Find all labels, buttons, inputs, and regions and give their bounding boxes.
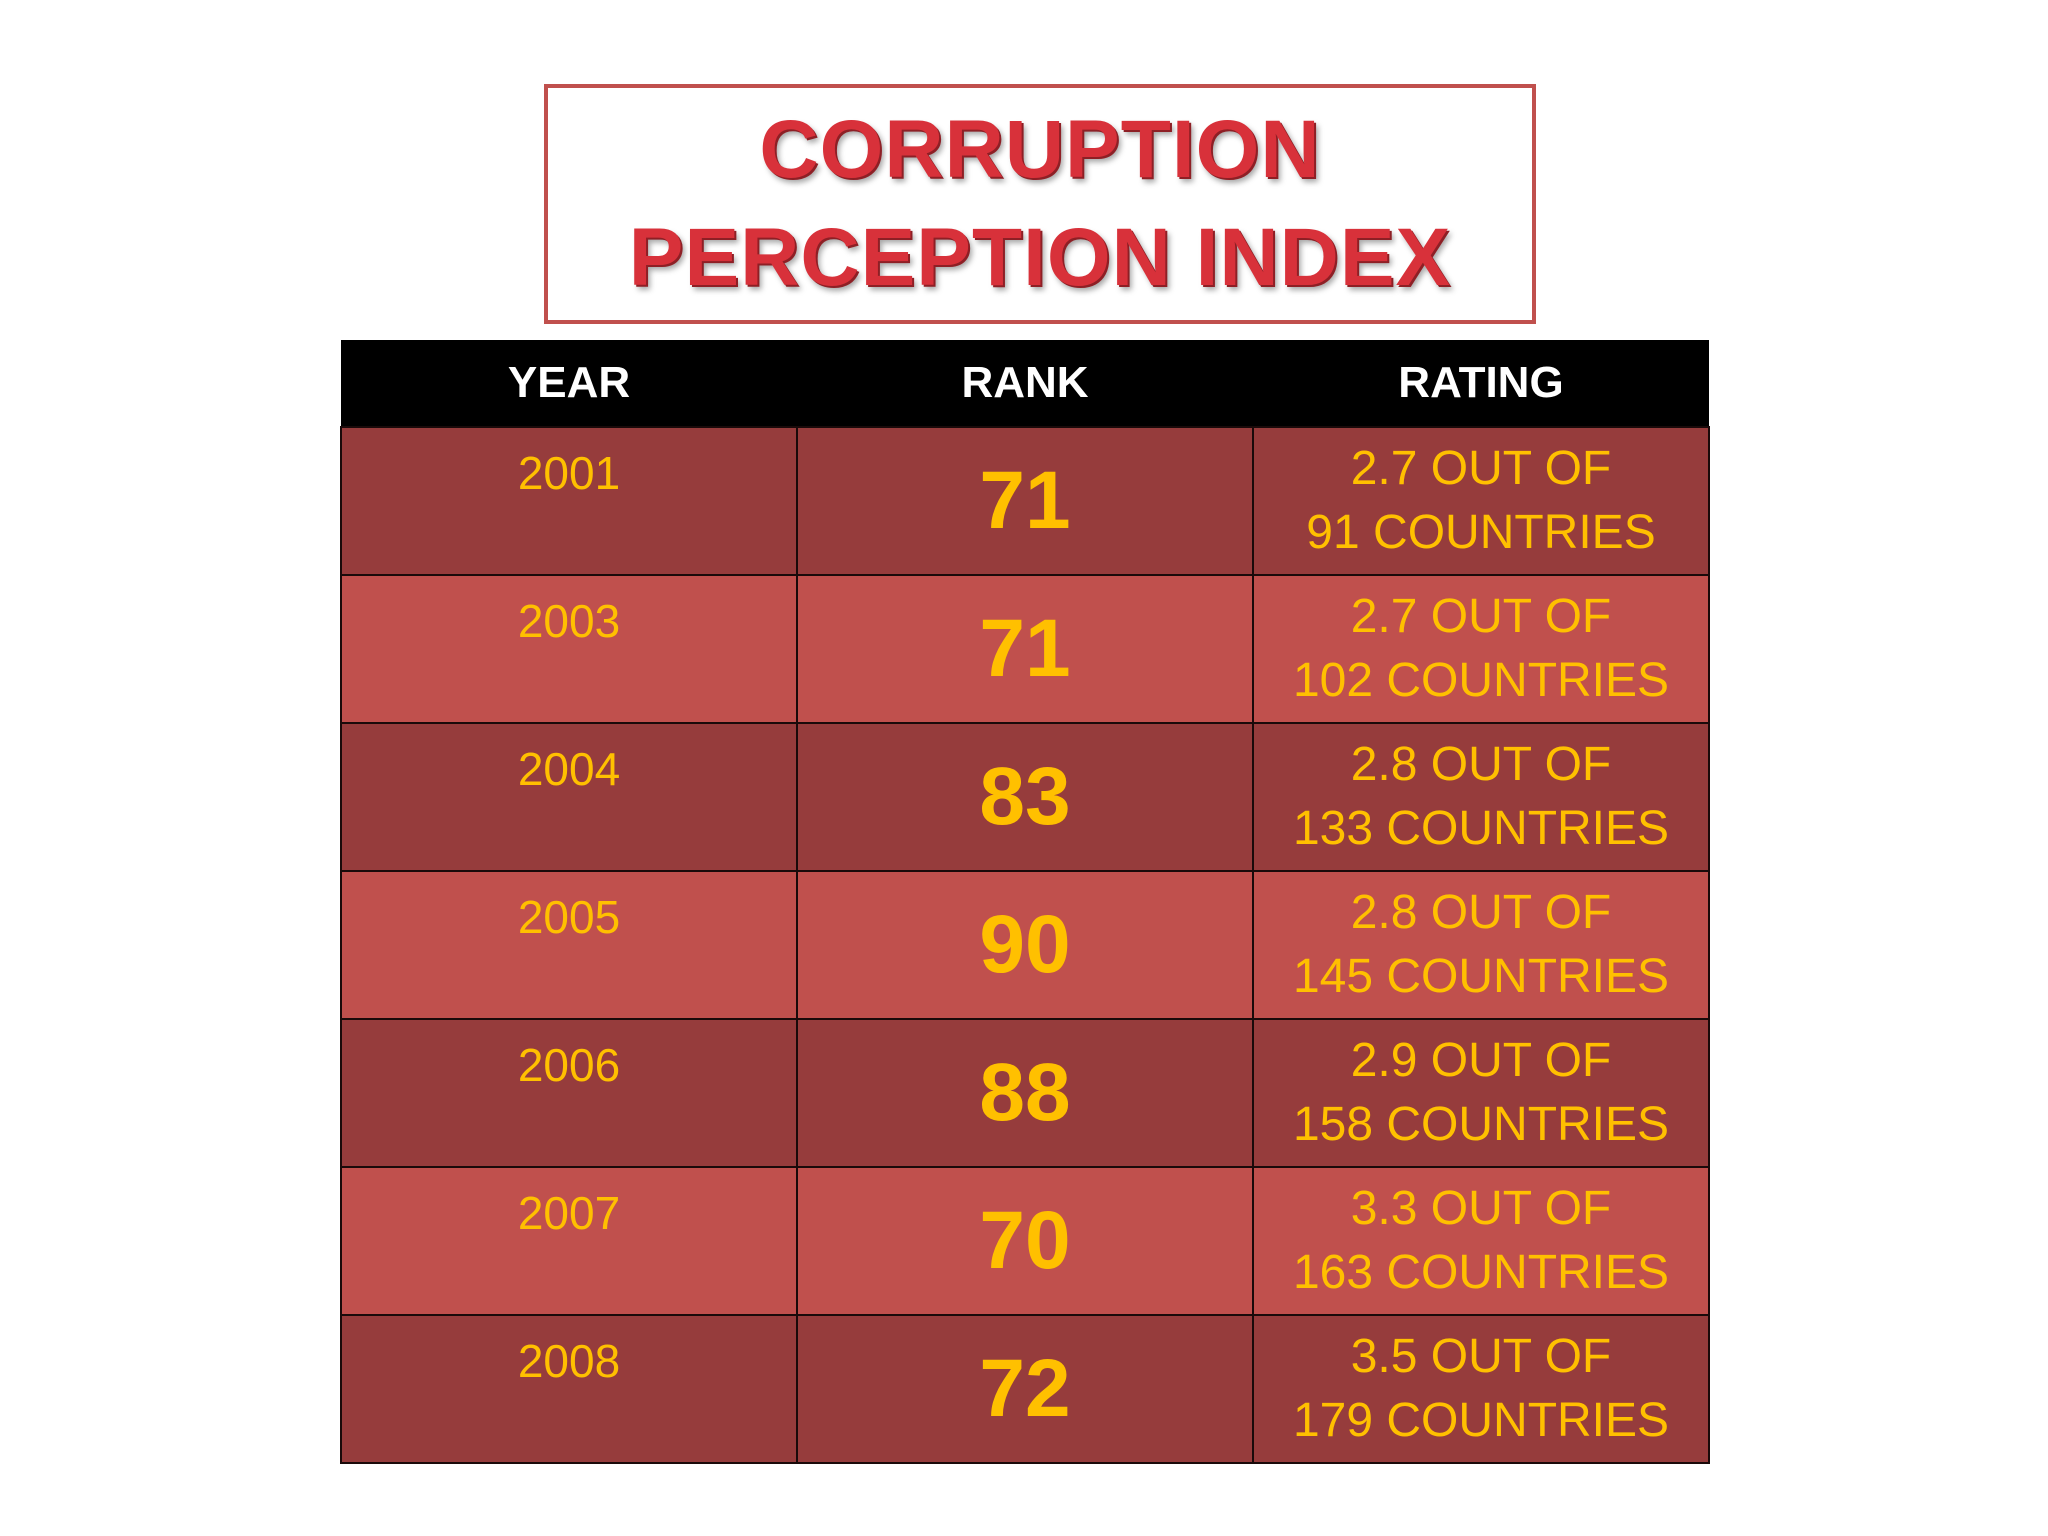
rating-score: 3.3 OUT OF	[1350, 1182, 1612, 1235]
title-box: CORRUPTION PERCEPTION INDEX	[544, 84, 1536, 324]
rank-cell: 90	[796, 870, 1254, 1020]
rating-score: 2.7 OUT OF	[1350, 590, 1612, 643]
rank-cell: 72	[796, 1314, 1254, 1464]
rank-cell: 71	[796, 574, 1254, 724]
year-cell: 2005	[340, 870, 798, 1020]
table-row: 2004 83 2.8 OUT OF 133 COUNTRIES	[340, 722, 1710, 872]
year-cell: 2001	[340, 426, 798, 576]
title-line-1: CORRUPTION	[759, 104, 1321, 195]
rank-cell: 88	[796, 1018, 1254, 1168]
table-row: 2005 90 2.8 OUT OF 145 COUNTRIES	[340, 870, 1710, 1020]
table-row: 2008 72 3.5 OUT OF 179 COUNTRIES	[340, 1314, 1710, 1464]
cpi-table: YEAR RANK RATING 2001 71 2.7 OUT OF 91 C…	[340, 340, 1710, 1464]
rating-cell: 2.8 OUT OF 133 COUNTRIES	[1252, 722, 1710, 872]
rating-countries: 133 COUNTRIES	[1292, 802, 1670, 855]
header-rank: RANK	[797, 340, 1253, 427]
year-cell: 2007	[340, 1166, 798, 1316]
table-row: 2003 71 2.7 OUT OF 102 COUNTRIES	[340, 574, 1710, 724]
rating-countries: 158 COUNTRIES	[1292, 1098, 1670, 1151]
table-row: 2001 71 2.7 OUT OF 91 COUNTRIES	[340, 426, 1710, 576]
rating-score: 2.8 OUT OF	[1350, 886, 1612, 939]
rating-score: 2.7 OUT OF	[1350, 442, 1612, 495]
rank-cell: 70	[796, 1166, 1254, 1316]
rating-score: 3.5 OUT OF	[1350, 1330, 1612, 1383]
year-cell: 2006	[340, 1018, 798, 1168]
rating-cell: 3.5 OUT OF 179 COUNTRIES	[1252, 1314, 1710, 1464]
rank-cell: 83	[796, 722, 1254, 872]
rating-countries: 145 COUNTRIES	[1292, 950, 1670, 1003]
year-cell: 2003	[340, 574, 798, 724]
table-header-row: YEAR RANK RATING	[341, 340, 1709, 427]
table-row: 2006 88 2.9 OUT OF 158 COUNTRIES	[340, 1018, 1710, 1168]
rating-score: 2.9 OUT OF	[1350, 1034, 1612, 1087]
rating-cell: 2.7 OUT OF 102 COUNTRIES	[1252, 574, 1710, 724]
rating-countries: 163 COUNTRIES	[1292, 1246, 1670, 1299]
year-cell: 2004	[340, 722, 798, 872]
header-year: YEAR	[341, 340, 797, 427]
rating-cell: 2.9 OUT OF 158 COUNTRIES	[1252, 1018, 1710, 1168]
table-row: 2007 70 3.3 OUT OF 163 COUNTRIES	[340, 1166, 1710, 1316]
rating-countries: 179 COUNTRIES	[1292, 1394, 1670, 1447]
rating-countries: 102 COUNTRIES	[1292, 654, 1670, 707]
rating-cell: 2.7 OUT OF 91 COUNTRIES	[1252, 426, 1710, 576]
title-line-2: PERCEPTION INDEX	[628, 212, 1452, 303]
rating-cell: 3.3 OUT OF 163 COUNTRIES	[1252, 1166, 1710, 1316]
rank-cell: 71	[796, 426, 1254, 576]
header-rating: RATING	[1253, 340, 1709, 427]
rating-score: 2.8 OUT OF	[1350, 738, 1612, 791]
year-cell: 2008	[340, 1314, 798, 1464]
rating-cell: 2.8 OUT OF 145 COUNTRIES	[1252, 870, 1710, 1020]
rating-countries: 91 COUNTRIES	[1306, 506, 1656, 559]
